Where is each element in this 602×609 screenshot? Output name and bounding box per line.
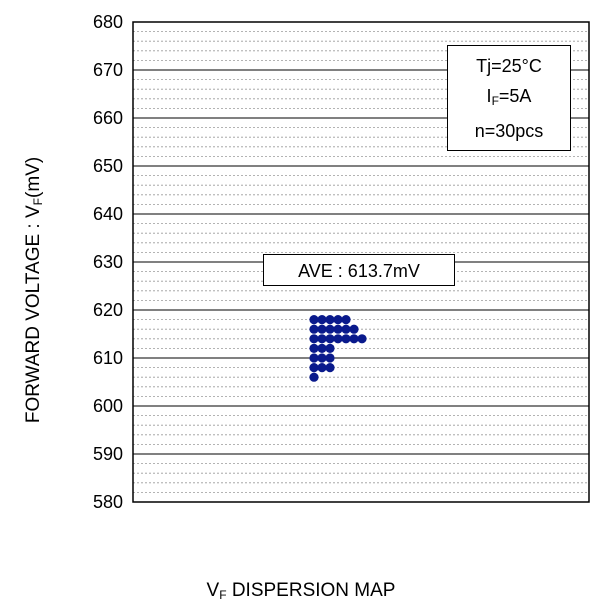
data-point [317,334,327,344]
data-point [325,315,335,325]
y-tick-label: 600 [93,396,123,416]
y-tick-label: 670 [93,60,123,80]
data-point [341,334,351,344]
average-label: AVE : 613.7mV [263,254,455,286]
y-tick-label: 580 [93,492,123,512]
data-point [341,324,351,334]
data-point [317,343,327,353]
y-tick-label: 610 [93,348,123,368]
x-axis-title: VF DISPERSION MAP [206,580,396,602]
data-point [341,315,351,325]
data-point [317,353,327,363]
data-point [333,315,343,325]
data-point [325,363,335,373]
y-tick-label: 630 [93,252,123,272]
condition-if: IF=5A [486,86,532,108]
data-point [309,372,319,382]
scatter-points [309,315,367,382]
y-axis-ticks: 580 590 600 610 620 630 640 650 660 670 680 [93,12,123,512]
data-point [325,343,335,353]
y-tick-label: 590 [93,444,123,464]
y-tick-label: 640 [93,204,123,224]
data-point [325,353,335,363]
data-point [325,334,335,344]
data-point [349,334,359,344]
data-point [309,363,319,373]
data-point [309,343,319,353]
data-point [309,324,319,334]
y-tick-label: 620 [93,300,123,320]
y-tick-label: 650 [93,156,123,176]
y-axis-title: FORWARD VOLTAGE : VF(mV) [23,156,45,424]
data-point [309,353,319,363]
plot-frame [132,21,590,503]
y-tick-label: 660 [93,108,123,128]
y-tick-label: 680 [93,12,123,32]
condition-tj: Tj=25°C [476,56,542,76]
data-point [317,363,327,373]
data-point [317,315,327,325]
data-point [309,334,319,344]
conditions-box: Tj=25°C IF=5A n=30pcs [447,45,571,151]
data-point [333,334,343,344]
condition-n: n=30pcs [474,121,544,141]
data-point [317,324,327,334]
data-point [309,315,319,325]
data-point [349,324,359,334]
data-point [357,334,367,344]
data-point [333,324,343,334]
data-point [325,324,335,334]
